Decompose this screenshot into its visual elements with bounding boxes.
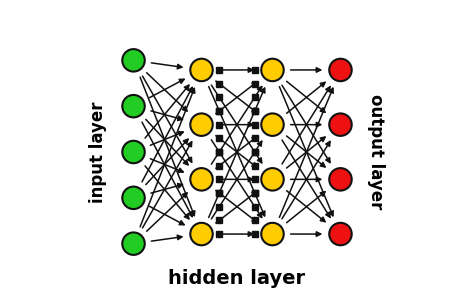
Circle shape	[329, 59, 352, 81]
Circle shape	[190, 59, 213, 81]
Circle shape	[329, 113, 352, 136]
Circle shape	[122, 187, 145, 209]
Circle shape	[261, 59, 284, 81]
Circle shape	[261, 223, 284, 245]
Circle shape	[122, 95, 145, 117]
Text: hidden layer: hidden layer	[168, 269, 306, 288]
Circle shape	[190, 168, 213, 191]
Circle shape	[329, 223, 352, 245]
Text: input layer: input layer	[89, 101, 107, 203]
Circle shape	[329, 168, 352, 191]
Circle shape	[261, 113, 284, 136]
Circle shape	[190, 223, 213, 245]
Circle shape	[122, 49, 145, 71]
Text: output layer: output layer	[367, 94, 385, 210]
Circle shape	[122, 141, 145, 163]
Circle shape	[190, 113, 213, 136]
Circle shape	[122, 233, 145, 255]
Circle shape	[261, 168, 284, 191]
